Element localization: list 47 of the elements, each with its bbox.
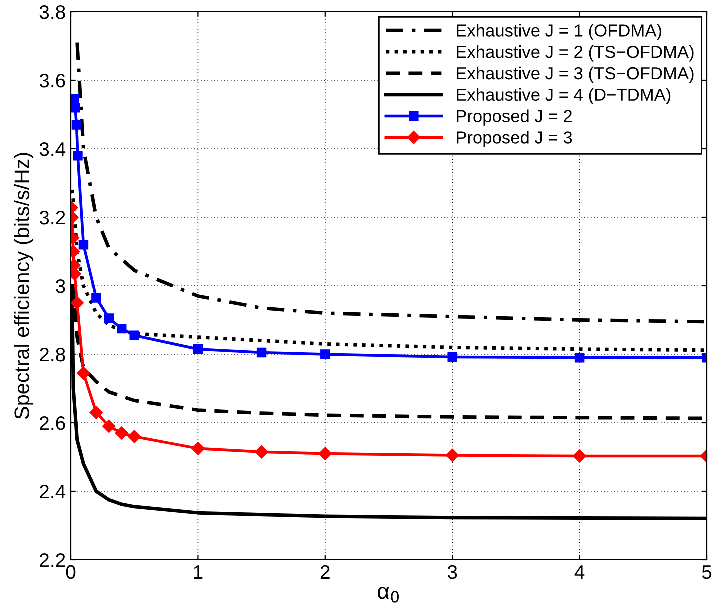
point (78, 240, 89, 250)
y-tick-label: 2.4 (40, 484, 66, 499)
y-tick-label: 3 (56, 279, 66, 294)
point (318, 447, 332, 460)
point (115, 426, 128, 440)
point (193, 344, 204, 354)
point (255, 446, 268, 459)
point (71, 296, 84, 310)
legend-label: Exhaustive J = 4 (D−TDMA) (457, 88, 671, 105)
legend-label: Exhaustive J = 1 (OFDMA) (457, 24, 662, 40)
point (320, 350, 330, 360)
point (92, 293, 102, 303)
point (256, 348, 267, 358)
legend-label: Exhaustive J = 2 (TS−OFDMA) (457, 46, 694, 62)
point (117, 324, 127, 334)
legend-label: Proposed J = 3 (457, 131, 572, 148)
x-tick-label: 3 (448, 565, 458, 580)
point (573, 450, 586, 463)
point (71, 103, 80, 113)
legend-label: Proposed J = 2 (457, 110, 572, 126)
x-tick-label: 4 (574, 566, 585, 579)
y-tick-label: 2.6 (40, 416, 66, 430)
y-tick-label: 2.2 (40, 553, 66, 568)
x-tick-label: 5 (702, 566, 712, 580)
point (73, 150, 83, 161)
point (77, 366, 90, 380)
x-axis-title: α$_{0}$ (378, 587, 400, 603)
x-tick-label: 2 (320, 565, 330, 579)
point (574, 353, 585, 363)
point (128, 430, 142, 444)
y-tick-label: 2.8 (40, 348, 66, 362)
point (102, 420, 116, 434)
point (90, 406, 104, 420)
y-tick-label: 3.2 (40, 210, 66, 225)
point (72, 120, 82, 130)
x-tick-label: 0 (66, 565, 76, 580)
y-tick-label: 3.8 (40, 5, 66, 20)
y-axis-title: Spectral efficiency (bits/s/Hz) (14, 153, 34, 420)
x-tick-label: 1 (194, 566, 203, 579)
y-tick-label: 3.6 (40, 74, 66, 88)
legend-label: Exhaustive J = 3 (TS−OFDMA) (457, 66, 694, 84)
point (104, 314, 114, 324)
point (130, 330, 140, 341)
y-tick-label: 3.4 (40, 142, 66, 156)
point (446, 448, 460, 462)
point (448, 352, 458, 362)
point (192, 442, 205, 456)
